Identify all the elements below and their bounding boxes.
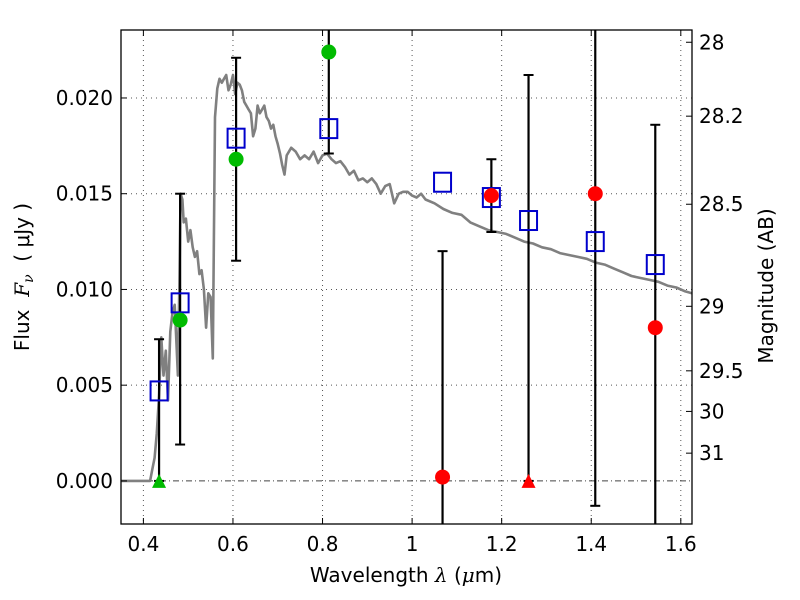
y-tick-label: 0.020 <box>56 86 113 110</box>
x-tick-label: 1.2 <box>486 532 518 556</box>
plot-frame <box>120 29 693 525</box>
y2-axis: 28 28.2 28.5 29 29.5 30 31 <box>686 30 744 465</box>
model-photometry-square <box>319 118 339 140</box>
model-photometry-square <box>226 127 246 149</box>
x-tick-label: 1.4 <box>575 532 607 556</box>
y-axis-label: Flux Fν ( μJy ) <box>10 203 37 351</box>
model-photometry-square <box>433 171 453 193</box>
y2-tick-label: 28 <box>699 30 724 54</box>
detections-acs-point <box>321 44 337 60</box>
detections-wfc3-point <box>483 188 499 204</box>
errorbar-group <box>154 30 661 524</box>
detections-wfc3-point <box>435 469 451 485</box>
upper-limit-triangle <box>152 473 167 488</box>
y-tick-label: 0.015 <box>56 182 113 206</box>
x-tick-label: 0.6 <box>217 532 249 556</box>
model-photometry-square <box>519 210 539 232</box>
x-axis-label: Wavelength λ (μm) <box>310 563 502 587</box>
model-photometry-square <box>170 292 190 314</box>
plot-area <box>121 30 692 524</box>
detections-wfc3-point <box>647 320 663 336</box>
model-spectrum-line <box>121 73 692 483</box>
y2-tick-label: 29 <box>699 294 724 318</box>
spectrum-line-group <box>121 73 692 483</box>
upper-limit-triangle <box>521 473 536 488</box>
y-tick-label: 0.005 <box>56 373 113 397</box>
model-photometry-square <box>481 187 501 209</box>
model-photometry-square <box>585 231 605 253</box>
model-photometry-square <box>149 380 169 402</box>
y2-tick-label: 29.5 <box>699 359 744 383</box>
x-tick-label: 1 <box>406 532 419 556</box>
y2-tick-label: 31 <box>699 441 724 465</box>
x-tick-label: 0.8 <box>307 532 339 556</box>
model-photometry-square <box>645 254 665 276</box>
y2-tick-label: 28.2 <box>699 104 744 128</box>
y-tick-label: 0.000 <box>56 469 113 493</box>
y-axis: 0.000 0.005 0.010 0.015 0.020 <box>56 86 127 493</box>
x-tick-label: 1.6 <box>665 532 697 556</box>
y2-tick-label: 28.5 <box>699 192 744 216</box>
x-tick-label: 0.4 <box>127 532 159 556</box>
marker-group <box>149 44 665 488</box>
x-axis: 0.4 0.6 0.8 1 1.2 1.4 1.6 <box>127 30 697 556</box>
detections-acs-point <box>228 151 244 167</box>
grid <box>121 30 692 524</box>
y2-tick-label: 30 <box>699 399 724 423</box>
detections-acs-point <box>172 312 188 328</box>
y2-axis-label: Magnitude (AB) <box>754 208 778 363</box>
y-tick-label: 0.010 <box>56 277 113 301</box>
detections-wfc3-point <box>587 186 603 202</box>
